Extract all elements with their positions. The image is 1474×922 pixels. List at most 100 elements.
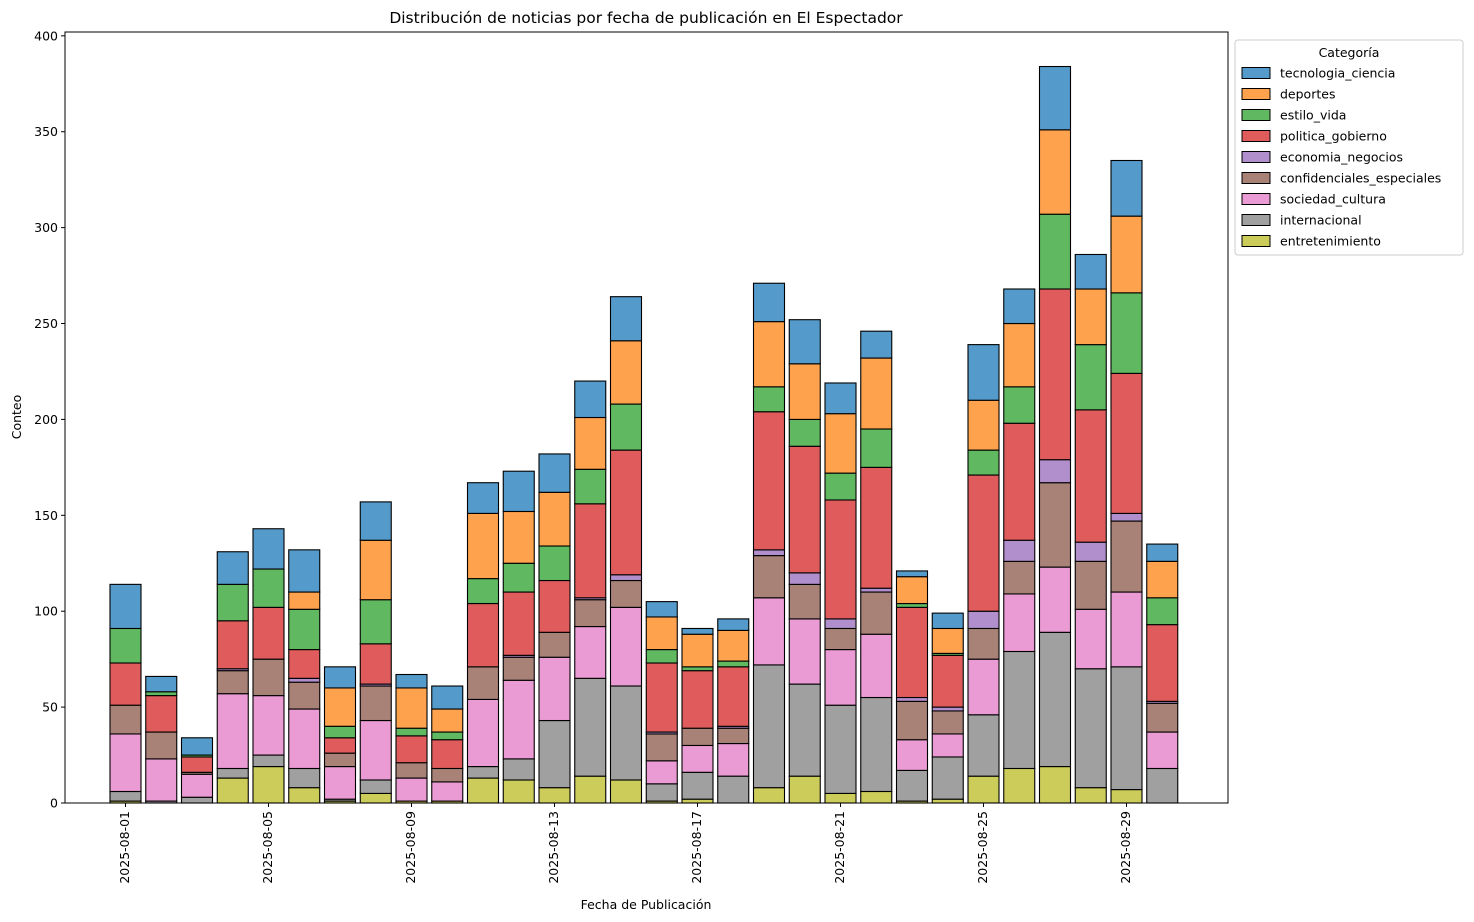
bar-sociedad_cultura-2025-08-29 (1110, 591, 1143, 668)
bar-tecnologia_ciencia-2025-08-10 (431, 685, 464, 710)
bar-politica_gobierno-2025-08-22 (860, 466, 893, 589)
bar-politica_gobierno-2025-08-11 (466, 602, 500, 668)
bar-entretenimiento-2025-08-25 (967, 775, 1000, 804)
bar-estilo_vida-2025-08-21 (824, 472, 857, 501)
bar-economia_negocios-2025-08-24 (931, 706, 964, 712)
bar-estilo_vida-2025-08-15 (609, 403, 643, 451)
bar-politica_gobierno-2025-08-07 (323, 737, 357, 754)
bar-economia_negocios-2025-08-06 (288, 677, 321, 683)
bar-tecnologia_ciencia-2025-08-17 (681, 627, 714, 635)
bar-confidenciales_especiales-2025-08-28 (1074, 560, 1107, 610)
bar-tecnologia_ciencia-2025-08-16 (645, 601, 678, 618)
bar-tecnologia_ciencia-2025-08-02 (145, 675, 178, 693)
bar-tecnologia_ciencia-2025-08-05 (252, 528, 285, 570)
bar-confidenciales_especiales-2025-08-23 (895, 700, 929, 741)
bar-confidenciales_especiales-2025-08-01 (109, 704, 142, 735)
bar-tecnologia_ciencia-2025-08-04 (216, 551, 249, 585)
bar-deportes-2025-08-20 (788, 363, 821, 420)
bar-entretenimiento-2025-08-08 (359, 792, 392, 804)
bar-estilo_vida-2025-08-18 (717, 660, 750, 668)
y-tick-label: 250 (34, 316, 58, 331)
bar-deportes-2025-08-19 (752, 321, 786, 388)
x-tick-label: 2025-08-17 (689, 811, 704, 884)
legend-swatch-confidenciales_especiales (1241, 172, 1271, 184)
bar-internacional-2025-08-25 (967, 714, 1000, 777)
legend-label-estilo_vida: estilo_vida (1280, 108, 1346, 123)
bar-tecnologia_ciencia-2025-08-18 (717, 618, 750, 631)
bar-sociedad_cultura-2025-08-09 (395, 777, 428, 802)
bar-confidenciales_especiales-2025-08-09 (395, 762, 428, 779)
bar-internacional-2025-08-17 (681, 771, 714, 800)
bar-estilo_vida-2025-08-30 (1146, 597, 1179, 626)
y-tick-label: 150 (34, 508, 58, 523)
bar-internacional-2025-08-03 (180, 796, 214, 804)
bar-deportes-2025-08-24 (931, 627, 964, 654)
bar-entretenimiento-2025-08-24 (931, 798, 964, 804)
bar-politica_gobierno-2025-08-02 (145, 695, 178, 733)
x-tick-label: 2025-08-21 (832, 811, 847, 884)
bar-internacional-2025-08-23 (895, 769, 929, 802)
bar-politica_gobierno-2025-08-18 (717, 666, 750, 727)
bar-tecnologia_ciencia-2025-08-21 (824, 382, 857, 415)
bar-sociedad_cultura-2025-08-02 (145, 758, 178, 802)
bar-internacional-2025-08-26 (1003, 650, 1036, 770)
y-tick-label: 350 (34, 124, 58, 139)
bar-economia_negocios-2025-08-28 (1074, 541, 1107, 562)
legend-label-politica_gobierno: politica_gobierno (1280, 129, 1387, 144)
bar-estilo_vida-2025-08-20 (788, 418, 821, 447)
bar-tecnologia_ciencia-2025-08-23 (895, 570, 929, 578)
bar-politica_gobierno-2025-08-21 (824, 499, 857, 620)
bar-confidenciales_especiales-2025-08-12 (502, 656, 535, 681)
bar-confidenciales_especiales-2025-08-20 (788, 583, 821, 620)
bar-estilo_vida-2025-08-08 (359, 599, 392, 645)
bar-estilo_vida-2025-08-14 (574, 468, 607, 505)
legend-label-confidenciales_especiales: confidenciales_especiales (1280, 171, 1441, 186)
bar-economia_negocios-2025-08-21 (824, 618, 857, 630)
legend-label-sociedad_cultura: sociedad_cultura (1280, 192, 1386, 207)
legend-swatch-economia_negocios (1241, 151, 1271, 163)
bar-tecnologia_ciencia-2025-08-22 (860, 330, 893, 359)
bar-internacional-2025-08-20 (788, 683, 821, 777)
bar-sociedad_cultura-2025-08-07 (323, 766, 357, 800)
bar-tecnologia_ciencia-2025-08-20 (788, 319, 821, 365)
bar-internacional-2025-08-19 (752, 664, 786, 789)
bar-estilo_vida-2025-08-13 (538, 545, 571, 582)
bar-tecnologia_ciencia-2025-08-29 (1110, 159, 1143, 217)
bar-sociedad_cultura-2025-08-15 (609, 606, 643, 687)
bar-sociedad_cultura-2025-08-14 (574, 625, 607, 679)
x-tick-label: 2025-08-09 (403, 811, 418, 884)
bar-deportes-2025-08-16 (645, 616, 678, 651)
bar-sociedad_cultura-2025-08-06 (288, 708, 321, 770)
bar-sociedad_cultura-2025-08-04 (216, 693, 249, 770)
bar-estilo_vida-2025-08-04 (216, 583, 249, 622)
bar-sociedad_cultura-2025-08-08 (359, 719, 392, 781)
bar-politica_gobierno-2025-08-30 (1146, 624, 1179, 702)
bar-internacional-2025-08-15 (609, 685, 643, 781)
bar-sociedad_cultura-2025-08-17 (681, 744, 714, 773)
legend-label-entretenimiento: entretenimiento (1280, 234, 1381, 249)
bar-sociedad_cultura-2025-08-05 (252, 695, 285, 756)
x-axis: 2025-08-01 2025-08-05 2025-08-09 2025-08-13… (117, 803, 1133, 884)
bar-entretenimiento-2025-08-19 (752, 787, 786, 804)
bar-tecnologia_ciencia-2025-08-19 (752, 282, 786, 323)
bar-entretenimiento-2025-08-12 (502, 779, 535, 804)
bars-layer (109, 65, 1179, 804)
bar-sociedad_cultura-2025-08-24 (931, 733, 964, 758)
bar-economia_negocios-2025-08-15 (609, 574, 643, 582)
chart-title: Distribución de noticias por fecha de pu… (389, 9, 903, 27)
plot-frame (64, 31, 1229, 804)
bar-estilo_vida-2025-08-07 (323, 725, 357, 739)
bar-sociedad_cultura-2025-08-19 (752, 597, 786, 666)
bar-tecnologia_ciencia-2025-08-03 (180, 737, 214, 756)
bar-deportes-2025-08-26 (1003, 322, 1036, 388)
legend-swatch-internacional (1241, 214, 1271, 226)
bar-entretenimiento-2025-08-28 (1074, 787, 1107, 804)
bar-deportes-2025-08-25 (967, 399, 1000, 451)
bar-internacional-2025-08-28 (1074, 668, 1107, 789)
bar-internacional-2025-08-12 (502, 758, 535, 781)
bar-entretenimiento-2025-08-21 (824, 792, 857, 804)
bar-sociedad_cultura-2025-08-13 (538, 656, 571, 722)
bar-economia_negocios-2025-08-25 (967, 610, 1000, 630)
bar-entretenimiento-2025-08-20 (788, 775, 821, 804)
legend-swatch-estilo_vida (1241, 109, 1271, 121)
